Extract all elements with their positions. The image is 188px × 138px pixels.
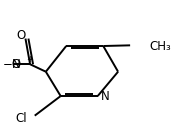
Text: −O: −O xyxy=(2,58,21,71)
Text: +: + xyxy=(26,55,33,64)
Text: Cl: Cl xyxy=(15,112,27,125)
Text: N: N xyxy=(12,58,21,71)
Text: N: N xyxy=(100,90,109,103)
Text: CH₃: CH₃ xyxy=(150,39,171,53)
Text: O: O xyxy=(16,29,25,42)
